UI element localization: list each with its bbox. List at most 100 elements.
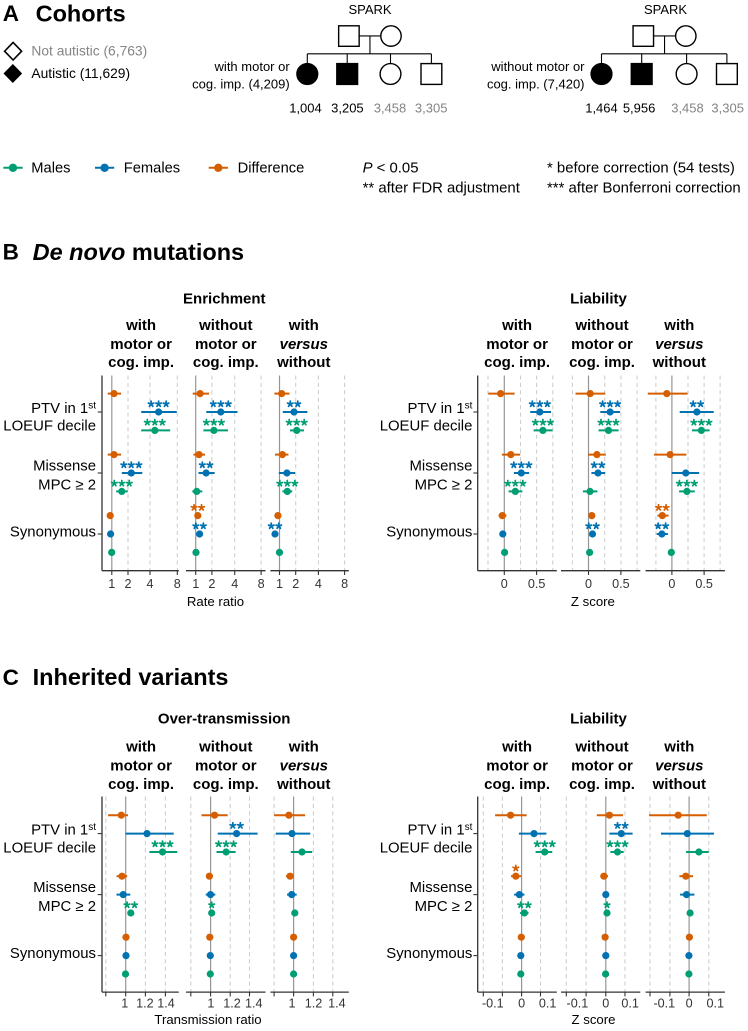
svg-text:A: A [3, 1, 19, 26]
svg-text:cog. imp.: cog. imp. [193, 776, 259, 793]
svg-text:1: 1 [288, 997, 295, 1011]
svg-text:Missense: Missense [33, 459, 96, 475]
svg-text:MPC ≥ 2: MPC ≥ 2 [38, 899, 96, 915]
svg-text:Synonymous: Synonymous [10, 525, 96, 541]
svg-text:1.4: 1.4 [328, 997, 346, 1011]
svg-text:1: 1 [121, 997, 128, 1011]
svg-text:Missense: Missense [409, 880, 472, 896]
svg-text:motor or: motor or [195, 758, 257, 775]
svg-text:P < 0.05: P < 0.05 [363, 160, 419, 176]
svg-text:cog. imp.: cog. imp. [569, 776, 635, 793]
svg-text:0: 0 [686, 997, 693, 1011]
svg-text:Enrichment: Enrichment [183, 290, 266, 307]
svg-text:MPC ≥ 2: MPC ≥ 2 [38, 478, 96, 494]
svg-text:without: without [574, 739, 628, 756]
svg-text:Over-transmission: Over-transmission [158, 711, 291, 728]
svg-text:without: without [574, 317, 628, 334]
svg-text:without: without [198, 739, 252, 756]
svg-text:SPARK: SPARK [348, 2, 391, 17]
svg-text:motor or: motor or [195, 336, 257, 353]
svg-text:0: 0 [668, 577, 675, 591]
svg-text:4: 4 [231, 577, 238, 591]
svg-text:Rate ratio: Rate ratio [187, 594, 244, 609]
svg-text:SPARK: SPARK [644, 2, 687, 17]
svg-text:0.1: 0.1 [706, 997, 724, 1011]
svg-text:1: 1 [108, 577, 115, 591]
svg-text:cog. imp.: cog. imp. [108, 776, 174, 793]
svg-text:Transmission ratio: Transmission ratio [154, 1012, 261, 1027]
svg-text:B: B [3, 240, 19, 265]
svg-text:LOEUF decile: LOEUF decile [3, 840, 96, 856]
svg-text:Females: Females [124, 160, 180, 176]
svg-text:Missense: Missense [33, 880, 96, 896]
svg-text:cog. imp. (7,420): cog. imp. (7,420) [487, 77, 585, 92]
svg-text:with: with [501, 317, 532, 334]
svg-text:0.1: 0.1 [621, 997, 639, 1011]
svg-text:3,305: 3,305 [711, 100, 744, 115]
svg-text:3,458: 3,458 [374, 100, 407, 115]
svg-text:0: 0 [501, 577, 508, 591]
svg-text:LOEUF decile: LOEUF decile [380, 840, 473, 856]
svg-text:1.2: 1.2 [136, 997, 154, 1011]
svg-text:Difference: Difference [238, 160, 305, 176]
svg-text:-0.1: -0.1 [653, 997, 675, 1011]
svg-text:motor or: motor or [486, 758, 548, 775]
svg-text:with: with [663, 317, 694, 334]
svg-text:1.4: 1.4 [245, 997, 263, 1011]
svg-text:3,205: 3,205 [331, 100, 364, 115]
svg-text:with: with [125, 317, 156, 334]
svg-text:1: 1 [207, 997, 214, 1011]
svg-text:cog. imp.: cog. imp. [569, 354, 635, 371]
svg-text:3,458: 3,458 [671, 100, 704, 115]
svg-text:motor or: motor or [486, 336, 548, 353]
svg-text:Cohorts: Cohorts [36, 1, 126, 27]
svg-text:versus: versus [280, 758, 328, 775]
svg-text:*** after Bonferroni correctio: *** after Bonferroni correction [547, 181, 741, 197]
svg-text:Liability: Liability [570, 711, 627, 728]
svg-text:** after FDR adjustment: ** after FDR adjustment [363, 181, 521, 197]
svg-text:1.4: 1.4 [157, 997, 175, 1011]
svg-text:1.2: 1.2 [305, 997, 323, 1011]
svg-text:Synonymous: Synonymous [10, 946, 96, 962]
svg-text:1.2: 1.2 [223, 997, 241, 1011]
svg-text:PTV in 1st: PTV in 1st [31, 400, 96, 417]
svg-text:2: 2 [292, 577, 299, 591]
svg-text:versus: versus [655, 758, 703, 775]
svg-text:PTV in 1st: PTV in 1st [408, 822, 473, 839]
svg-text:1,464: 1,464 [585, 100, 618, 115]
svg-text:with: with [288, 317, 319, 334]
svg-text:PTV in 1st: PTV in 1st [31, 822, 96, 839]
svg-text:-0.1: -0.1 [482, 997, 504, 1011]
svg-text:De novo mutations: De novo mutations [33, 239, 245, 265]
svg-text:without motor or: without motor or [490, 59, 585, 74]
svg-text:Missense: Missense [409, 459, 472, 475]
svg-text:0: 0 [518, 997, 525, 1011]
svg-text:Not autistic (6,763): Not autistic (6,763) [31, 43, 147, 58]
svg-text:Synonymous: Synonymous [386, 946, 472, 962]
svg-text:PTV in 1st: PTV in 1st [408, 400, 473, 417]
svg-text:versus: versus [280, 336, 328, 353]
svg-text:2: 2 [208, 577, 215, 591]
svg-text:with: with [663, 739, 694, 756]
svg-text:without: without [198, 317, 252, 334]
svg-text:0.5: 0.5 [528, 577, 546, 591]
svg-text:0: 0 [585, 577, 592, 591]
svg-text:5,956: 5,956 [623, 100, 656, 115]
svg-text:Z score: Z score [571, 594, 615, 609]
svg-text:3,305: 3,305 [415, 100, 448, 115]
svg-text:4: 4 [146, 577, 153, 591]
svg-text:4: 4 [315, 577, 322, 591]
svg-text:0.5: 0.5 [695, 577, 713, 591]
svg-text:cog. imp.: cog. imp. [484, 354, 550, 371]
svg-text:Inherited variants: Inherited variants [33, 664, 229, 690]
svg-text:cog. imp.: cog. imp. [108, 354, 174, 371]
svg-text:motor or: motor or [110, 336, 172, 353]
svg-text:C: C [3, 665, 19, 690]
svg-text:cog. imp. (4,209): cog. imp. (4,209) [192, 77, 290, 92]
svg-text:-0.1: -0.1 [567, 997, 589, 1011]
svg-text:* before correction (54 tests): * before correction (54 tests) [547, 160, 735, 176]
svg-text:cog. imp.: cog. imp. [484, 776, 550, 793]
svg-text:0.1: 0.1 [539, 997, 557, 1011]
svg-text:8: 8 [258, 577, 265, 591]
svg-text:Liability: Liability [570, 290, 627, 307]
